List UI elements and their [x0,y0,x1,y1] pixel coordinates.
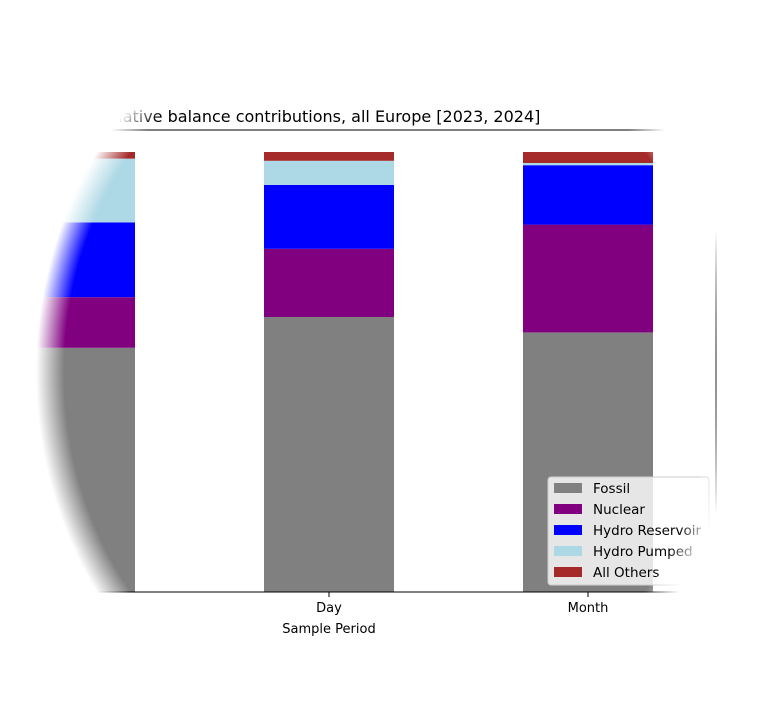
legend-swatch [554,483,582,493]
bar-hydro-reservoir-cat0 [5,222,135,298]
bar-all-others-day [264,152,394,161]
bar-fossil-cat0 [5,347,135,592]
bar-hydro-pumped-day [264,160,394,185]
legend-swatch [554,546,582,556]
legend-swatch [554,567,582,577]
bar-all-others-cat0 [5,152,135,159]
bar-nuclear-cat0 [5,297,135,348]
x-tick-label: Day [316,601,342,616]
bar-nuclear-month [523,224,653,333]
x-ticks: Day Month [316,592,608,616]
bar-hydro-pumped-month [523,163,653,166]
x-tick-label: Month [568,601,609,616]
bar-fossil-day [264,317,394,592]
bar-hydro-reservoir-month [523,165,653,225]
x-axis-label: Sample Period [282,622,375,637]
legend-label: All Others [593,565,659,581]
legend-label: Fossil [593,481,630,497]
bar-hydro-pumped-cat0 [5,158,135,223]
legend-swatch [554,504,582,514]
legend-label: Hydro Pumped [593,544,693,560]
bar-hydro-reservoir-day [264,185,394,249]
bar-all-others-month [523,152,653,163]
legend: Fossil Nuclear Hydro Reservoir Hydro Pumped… [547,476,710,586]
chart-title: Relative balance contributions, all Euro… [98,107,540,126]
legend-label: Hydro Reservoir [593,523,701,539]
legend-swatch [554,525,582,535]
bar-nuclear-day [264,248,394,317]
legend-label: Nuclear [593,502,645,518]
